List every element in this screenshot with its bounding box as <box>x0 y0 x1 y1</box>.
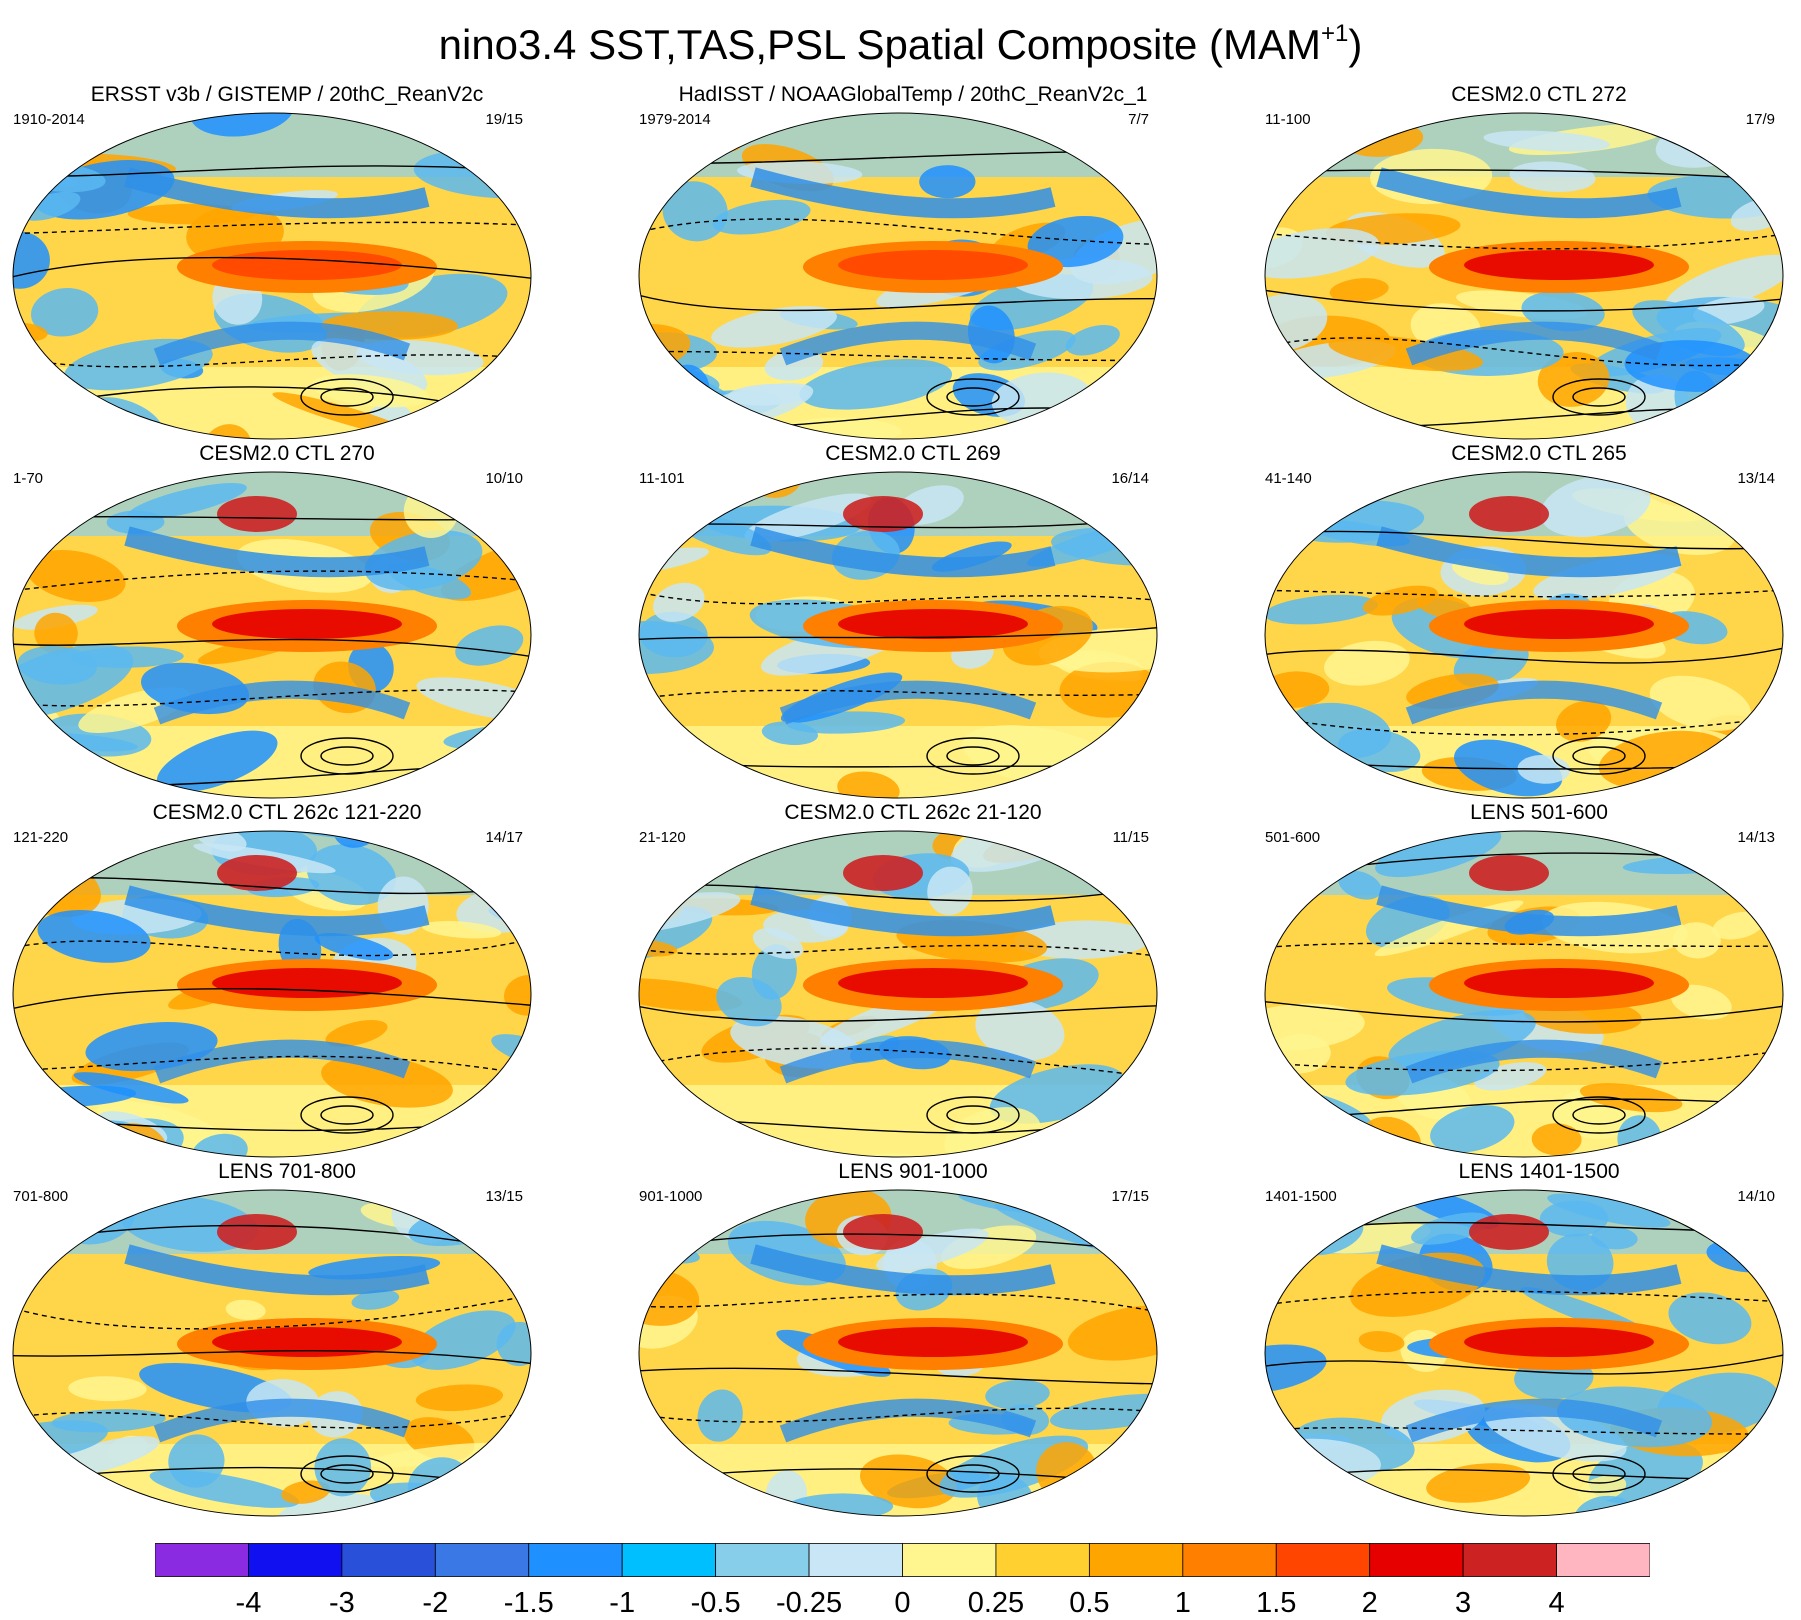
panel-title: CESM2.0 CTL 262c 121-220 <box>152 801 422 824</box>
panel-title: ERSST v3b / GISTEMP / 20thC_ReanV2c <box>90 83 484 106</box>
colorbar-swatch <box>434 1543 530 1577</box>
colorbar-tick-label: 0 <box>894 1587 911 1619</box>
robinson-map <box>638 830 1158 1158</box>
colorbar-swatch <box>715 1543 810 1577</box>
robinson-map <box>12 112 532 440</box>
colorbar-swatch <box>1182 1543 1277 1577</box>
panel-title: CESM2.0 CTL 265 <box>1451 442 1627 465</box>
panel-title: CESM2.0 CTL 270 <box>199 442 375 465</box>
colorbar-tick-label: -0.25 <box>776 1587 843 1619</box>
map-panel: CESM2.0 CTL 269 11-101 16/14 <box>633 442 1193 812</box>
map-panel: CESM2.0 CTL 262c 21-120 21-120 11/15 <box>633 801 1193 1171</box>
colorbar-tick-label: 0.5 <box>1069 1587 1110 1619</box>
panel-event-count: 13/14 <box>1737 470 1775 487</box>
map-panel: CESM2.0 CTL 272 11-100 17/9 <box>1259 83 1801 453</box>
panel-event-count: 14/17 <box>485 829 523 846</box>
panel-event-count: 10/10 <box>485 470 523 487</box>
colorbar-swatch <box>808 1543 903 1577</box>
panel-years: 901-1000 <box>639 1188 703 1205</box>
robinson-map <box>12 830 532 1158</box>
panel-event-count: 7/7 <box>1128 111 1149 128</box>
colorbar-tick-label: 4 <box>1548 1587 1565 1619</box>
panel-title: LENS 701-800 <box>218 1160 356 1183</box>
colorbar-swatch <box>1088 1543 1184 1577</box>
panel-event-count: 16/14 <box>1111 470 1149 487</box>
map-panel: LENS 501-600 501-600 14/13 <box>1259 801 1801 1171</box>
colorbar-swatch <box>995 1543 1090 1577</box>
robinson-map <box>1264 830 1784 1158</box>
map-panel: LENS 701-800 701-800 13/15 <box>7 1160 567 1530</box>
panel-title: LENS 901-1000 <box>838 1160 988 1183</box>
panel-years: 501-600 <box>1265 829 1321 846</box>
colorbar-tick-label: 1.5 <box>1256 1587 1297 1619</box>
panel-title: LENS 1401-1500 <box>1458 1160 1620 1183</box>
robinson-map <box>1264 112 1784 440</box>
robinson-map <box>638 471 1158 799</box>
colorbar-swatch <box>1275 1543 1371 1577</box>
panel-years: 11-101 <box>639 470 685 487</box>
figure-title: nino3.4 SST,TAS,PSL Spatial Composite (M… <box>438 20 1363 68</box>
panel-title: CESM2.0 CTL 262c 21-120 <box>784 801 1042 824</box>
map-panel: LENS 901-1000 901-1000 17/15 <box>633 1160 1193 1530</box>
colorbar-swatch <box>902 1543 997 1577</box>
panel-event-count: 19/15 <box>485 111 523 128</box>
colorbar-tick-label: 2 <box>1361 1587 1378 1619</box>
colorbar-tick-label: -3 <box>328 1587 355 1619</box>
panel-years: 21-120 <box>639 829 686 846</box>
colorbar-tick-label: 3 <box>1455 1587 1472 1619</box>
colorbar-swatch <box>341 1543 436 1577</box>
colorbar-swatch <box>1462 1543 1557 1577</box>
colorbar-swatch <box>1556 1543 1650 1577</box>
panel-event-count: 14/10 <box>1737 1188 1775 1205</box>
colorbar-tick-label: 0.25 <box>967 1587 1025 1619</box>
colorbar-tick-label: 1 <box>1174 1587 1191 1619</box>
robinson-map <box>1264 471 1784 799</box>
robinson-map <box>638 112 1158 440</box>
panel-title: CESM2.0 CTL 269 <box>825 442 1001 465</box>
panel-event-count: 14/13 <box>1737 829 1775 846</box>
colorbar-tick-label: -4 <box>235 1587 262 1619</box>
map-panel: CESM2.0 CTL 270 1-70 10/10 <box>7 442 567 812</box>
robinson-map <box>12 471 532 799</box>
colorbar-tick-label: -2 <box>422 1587 449 1619</box>
colorbar <box>155 1543 1650 1577</box>
colorbar-tick-label: -1 <box>609 1587 636 1619</box>
panel-years: 701-800 <box>13 1188 69 1205</box>
map-panel: HadISST / NOAAGlobalTemp / 20thC_ReanV2c… <box>633 83 1193 453</box>
robinson-map <box>1264 1189 1784 1517</box>
panel-event-count: 11/15 <box>1112 829 1149 846</box>
robinson-map <box>638 1189 1158 1517</box>
panel-event-count: 13/15 <box>485 1188 523 1205</box>
colorbar-tick-label: -0.5 <box>690 1587 741 1619</box>
title-superscript: +1 <box>1321 20 1349 47</box>
robinson-map <box>12 1189 532 1517</box>
panel-title: CESM2.0 CTL 272 <box>1451 83 1627 106</box>
colorbar-swatch <box>1369 1543 1464 1577</box>
panel-years: 1401-1500 <box>1265 1188 1337 1205</box>
panel-years: 41-140 <box>1265 470 1312 487</box>
colorbar-tick-label: -1.5 <box>503 1587 554 1619</box>
colorbar-swatch <box>248 1543 343 1577</box>
panel-years: 1-70 <box>13 470 44 487</box>
panel-years: 1979-2014 <box>639 111 711 128</box>
panel-years: 11-100 <box>1265 111 1311 128</box>
panel-years: 121-220 <box>13 829 69 846</box>
colorbar-swatch <box>155 1543 249 1577</box>
panel-title: LENS 501-600 <box>1470 801 1608 824</box>
colorbar-swatch <box>528 1543 623 1577</box>
map-panel: LENS 1401-1500 1401-1500 14/10 <box>1259 1160 1801 1530</box>
panel-title: HadISST / NOAAGlobalTemp / 20thC_ReanV2c… <box>678 83 1148 106</box>
map-panel: CESM2.0 CTL 262c 121-220 121-220 14/17 <box>7 801 567 1171</box>
map-panel: CESM2.0 CTL 265 41-140 13/14 <box>1259 442 1801 812</box>
colorbar-swatch <box>621 1543 717 1577</box>
panel-event-count: 17/15 <box>1111 1188 1149 1205</box>
panel-years: 1910-2014 <box>13 111 85 128</box>
map-panel: ERSST v3b / GISTEMP / 20thC_ReanV2c 1910-… <box>7 83 567 453</box>
panel-event-count: 17/9 <box>1745 111 1775 128</box>
